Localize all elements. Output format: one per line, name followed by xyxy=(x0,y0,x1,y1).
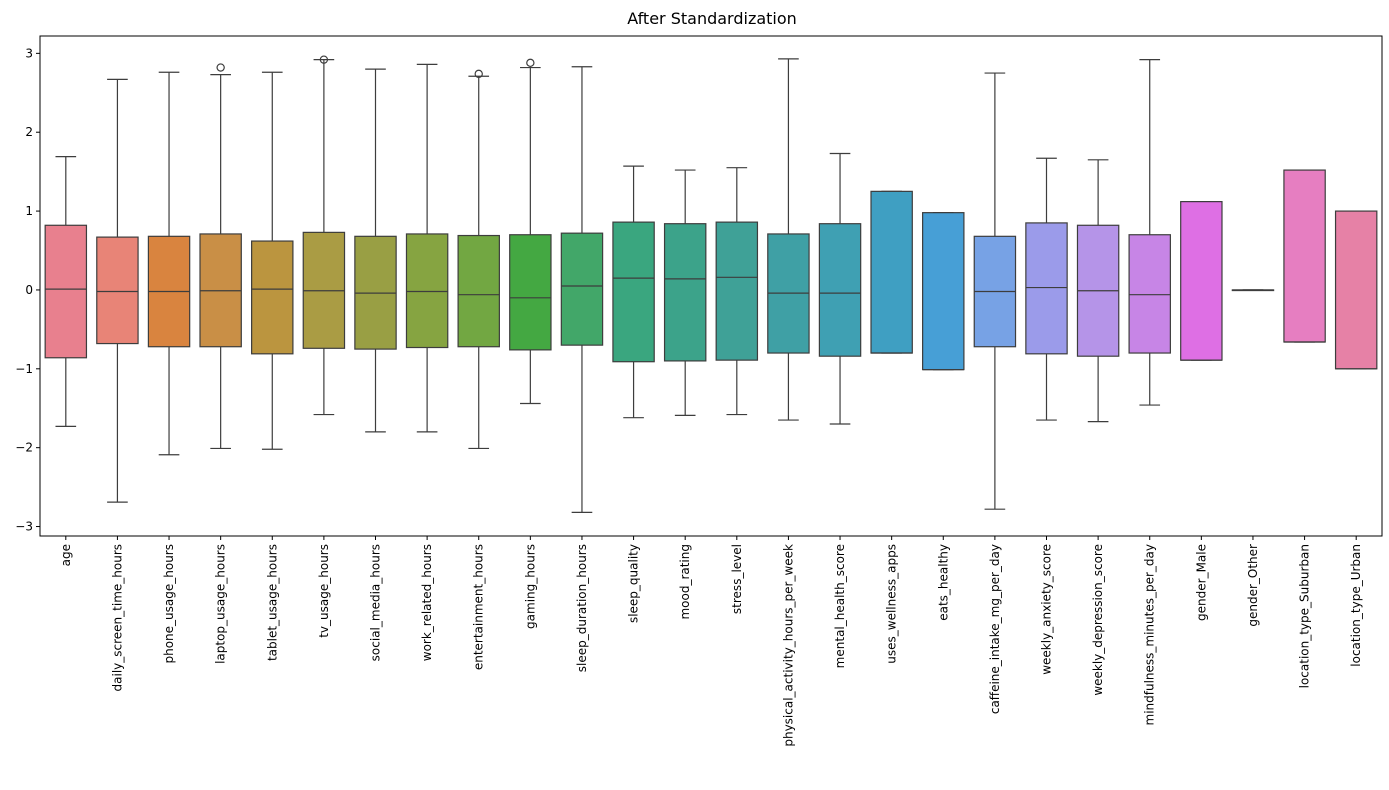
box-work_related_hours xyxy=(405,63,449,433)
x-tick-label: gender_Male xyxy=(1194,544,1208,621)
x-tick-label: social_media_hours xyxy=(369,544,383,661)
outlier-point xyxy=(319,55,329,64)
y-tick-label: 0 xyxy=(25,283,33,297)
y-tick-label: 3 xyxy=(25,46,33,60)
y-axis: −3 −2 −1 0 1 2 3 xyxy=(15,46,40,534)
x-tick-label: sleep_duration_hours xyxy=(575,544,589,672)
y-tick-label: 2 xyxy=(25,125,33,139)
box-mental_health_score xyxy=(818,152,862,425)
x-tick-label: mood_rating xyxy=(678,544,692,620)
box-physical_activity_hours_per_week xyxy=(767,58,810,421)
box-phone_usage_hours xyxy=(147,71,191,456)
x-axis: age daily_screen_time_hours phone_usage_ho… xyxy=(59,536,1363,747)
box-iqr xyxy=(509,234,552,351)
box-iqr xyxy=(1180,201,1223,361)
outlier-point xyxy=(216,63,225,72)
box-iqr xyxy=(44,224,88,359)
x-tick-label: location_type_Urban xyxy=(1349,544,1363,667)
box-entertainment_hours xyxy=(457,69,500,450)
box-uses_wellness_apps xyxy=(870,190,913,354)
box-weekly_depression_score xyxy=(1076,159,1120,423)
box-age xyxy=(44,156,88,427)
box-laptop_usage_hours xyxy=(199,63,242,450)
x-tick-label: mental_health_score xyxy=(833,544,847,668)
box-iqr xyxy=(818,223,862,357)
box-mood_rating xyxy=(663,169,707,416)
box-caffeine_intake_mg_per_day xyxy=(973,72,1017,510)
box-tv_usage_hours xyxy=(302,55,346,416)
x-tick-label: physical_activity_hours_per_week xyxy=(781,544,795,747)
box-iqr xyxy=(870,190,913,354)
outlier-point xyxy=(474,69,483,79)
x-tick-label: location_type_Suburban xyxy=(1298,544,1312,688)
box-daily_screen_time_hours xyxy=(96,78,139,503)
box-iqr xyxy=(560,232,604,346)
y-tick-label: −2 xyxy=(15,441,33,455)
box-mindfulness_minutes_per_day xyxy=(1128,59,1171,406)
x-tick-label: sleep_quality xyxy=(627,544,641,623)
box-weekly_anxiety_score xyxy=(1025,157,1068,421)
box-iqr xyxy=(457,234,500,348)
box-gender_Other xyxy=(1231,289,1275,292)
x-tick-label: tablet_usage_hours xyxy=(265,544,279,661)
x-tick-label: entertainment_hours xyxy=(472,544,486,670)
box-iqr xyxy=(1283,169,1326,343)
box-gaming_hours xyxy=(509,58,552,405)
box-location_type_Urban xyxy=(1334,210,1378,370)
x-tick-label: caffeine_intake_mg_per_day xyxy=(988,544,1002,714)
box-location_type_Suburban xyxy=(1283,169,1326,343)
x-tick-label: gaming_hours xyxy=(523,544,537,629)
box-sleep_duration_hours xyxy=(560,66,604,513)
box-social_media_hours xyxy=(354,68,397,433)
x-tick-label: tv_usage_hours xyxy=(317,544,331,638)
x-tick-label: mindfulness_minutes_per_day xyxy=(1143,544,1157,725)
x-tick-label: daily_screen_time_hours xyxy=(110,544,124,691)
box-iqr xyxy=(922,212,965,371)
y-tick-label: −3 xyxy=(15,520,33,534)
x-tick-label: weekly_anxiety_score xyxy=(1040,544,1054,675)
x-tick-label: uses_wellness_apps xyxy=(885,544,899,664)
y-tick-label: 1 xyxy=(25,204,33,218)
box-iqr xyxy=(1128,234,1171,354)
box-stress_level xyxy=(715,167,759,416)
y-tick-label: −1 xyxy=(15,362,33,376)
outlier-point xyxy=(526,58,535,68)
chart-title: After Standardization xyxy=(627,9,797,28)
box-iqr xyxy=(715,221,759,361)
x-tick-label: gender_Other xyxy=(1246,544,1260,627)
plot-marks xyxy=(44,55,1378,513)
box-iqr xyxy=(405,233,449,349)
box-eats_healthy xyxy=(922,212,965,371)
x-tick-label: phone_usage_hours xyxy=(162,544,176,664)
plot-frame xyxy=(39,35,1383,537)
box-iqr xyxy=(612,221,655,363)
x-tick-label: laptop_usage_hours xyxy=(214,544,228,664)
box-iqr xyxy=(1025,222,1068,355)
box-sleep_quality xyxy=(612,165,655,419)
x-tick-label: age xyxy=(59,544,73,566)
box-iqr xyxy=(96,236,139,345)
x-tick-label: stress_level xyxy=(730,544,744,614)
x-tick-label: work_related_hours xyxy=(420,544,434,661)
box-iqr xyxy=(663,223,707,362)
box-iqr xyxy=(1334,210,1378,370)
box-tablet_usage_hours xyxy=(251,71,294,450)
x-tick-label: eats_healthy xyxy=(936,544,950,621)
x-tick-label: weekly_depression_score xyxy=(1091,544,1105,696)
box-iqr xyxy=(251,240,294,355)
box-gender_Male xyxy=(1180,201,1223,361)
